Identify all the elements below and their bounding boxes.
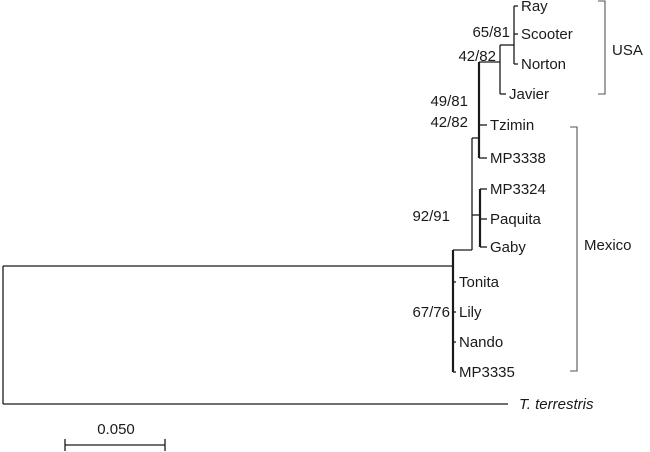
taxon-nando: Nando: [459, 334, 503, 351]
taxon-scooter: Scooter: [521, 26, 573, 43]
support-node-42-82-lower: 42/82: [430, 114, 468, 131]
taxon-mp3338: MP3338: [490, 150, 546, 167]
scale-bar-label: 0.050: [97, 421, 135, 438]
taxon-ray: Ray: [521, 0, 548, 15]
scale-bar: 0.050: [64, 421, 166, 451]
support-values: 65/81 42/82 49/81 42/82 92/91 67/76: [412, 24, 510, 321]
support-usa-clade: 42/82: [458, 48, 496, 65]
taxon-labels: Ray Scooter Norton Javier Tzimin MP3338 …: [459, 0, 594, 413]
taxon-norton: Norton: [521, 56, 566, 73]
mexico-bracket: [570, 126, 578, 372]
support-paquita-gaby: 92/91: [412, 208, 450, 225]
taxon-gaby: Gaby: [490, 239, 526, 256]
taxon-paquita: Paquita: [490, 211, 542, 228]
tree-branches: [2, 5, 518, 405]
taxon-outgroup: T. terrestris: [519, 396, 594, 413]
group-usa-label: USA: [612, 42, 643, 59]
taxon-tzimin: Tzimin: [490, 117, 534, 134]
taxon-tonita: Tonita: [459, 274, 500, 291]
group-mexico-label: Mexico: [584, 237, 632, 254]
taxon-lily: Lily: [459, 304, 482, 321]
support-ray-scooter-norton: 65/81: [472, 24, 510, 41]
usa-bracket: [598, 0, 606, 95]
taxon-mp3324: MP3324: [490, 181, 546, 198]
taxon-javier: Javier: [509, 86, 549, 103]
taxon-mp3335: MP3335: [459, 364, 515, 381]
support-base: 67/76: [412, 304, 450, 321]
group-brackets: USA Mexico: [570, 0, 643, 372]
support-node-49-81: 49/81: [430, 93, 468, 110]
